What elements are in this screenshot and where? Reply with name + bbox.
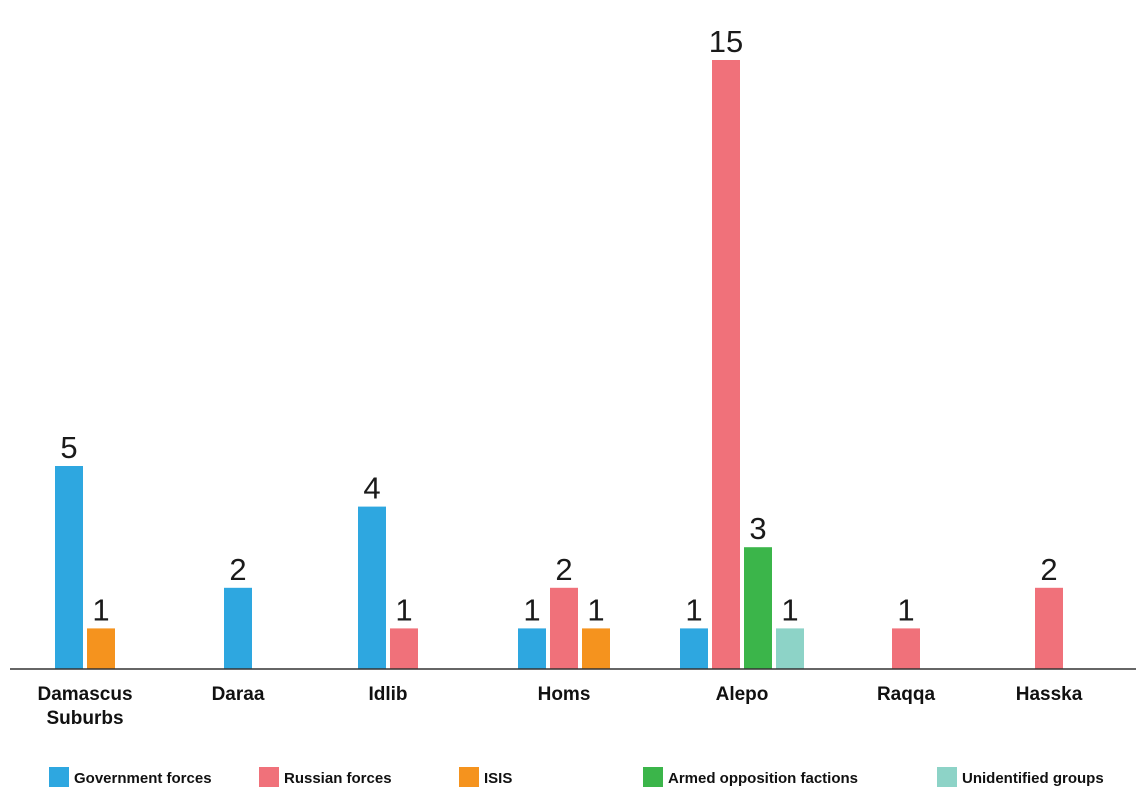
legend-label-unidentified-groups: Unidentified groups [962, 770, 1104, 787]
bar-alepo-russian-forces [712, 60, 740, 669]
category-label-alepo: Alepo [716, 684, 769, 705]
bar-alepo-government-forces [680, 628, 708, 669]
value-label-idlib-government-forces: 4 [363, 471, 380, 506]
bar-alepo-armed-opposition-factions [744, 547, 772, 669]
legend-swatch-armed-opposition-factions [643, 767, 663, 787]
legend-label-russian-forces: Russian forces [284, 770, 392, 787]
legend-label-armed-opposition-factions: Armed opposition factions [668, 770, 858, 787]
legend-swatch-unidentified-groups [937, 767, 957, 787]
bar-homs-russian-forces [550, 587, 578, 669]
legend-item-isis: ISIS [459, 767, 512, 787]
legend-item-armed-opposition-factions: Armed opposition factions [643, 767, 858, 787]
value-label-alepo-russian-forces: 15 [709, 24, 743, 59]
category-label-raqqa: Raqqa [877, 684, 936, 705]
value-label-hasska-russian-forces: 2 [1040, 552, 1057, 587]
value-label-alepo-government-forces: 1 [685, 592, 702, 627]
legend-swatch-government-forces [49, 767, 69, 787]
legend-swatch-isis [459, 767, 479, 787]
bar-raqqa-russian-forces [892, 628, 920, 669]
value-label-homs-russian-forces: 2 [555, 552, 572, 587]
legend-item-russian-forces: Russian forces [259, 767, 392, 787]
bar-idlib-russian-forces [390, 628, 418, 669]
category-label-homs: Homs [538, 684, 591, 705]
bar-damascus-suburbs-government-forces [55, 466, 83, 669]
bar-idlib-government-forces [358, 506, 386, 669]
legend-swatch-russian-forces [259, 767, 279, 787]
value-label-raqqa-russian-forces: 1 [897, 592, 914, 627]
bars-group [55, 60, 1063, 669]
value-label-alepo-armed-opposition-factions: 3 [749, 511, 766, 546]
value-label-homs-isis: 1 [587, 592, 604, 627]
bar-daraa-government-forces [224, 587, 252, 669]
legend-label-government-forces: Government forces [74, 770, 212, 787]
value-label-damascus-suburbs-government-forces: 5 [60, 430, 77, 465]
value-label-alepo-unidentified-groups: 1 [781, 592, 798, 627]
bar-hasska-russian-forces [1035, 587, 1063, 669]
bar-homs-isis [582, 628, 610, 669]
value-label-daraa-government-forces: 2 [229, 552, 246, 587]
bar-homs-government-forces [518, 628, 546, 669]
category-label-idlib: Idlib [368, 684, 407, 705]
category-label-damascus-suburbs: Damascus Suburbs [37, 684, 132, 729]
value-label-idlib-russian-forces: 1 [395, 592, 412, 627]
category-labels-group: Damascus Suburbs Daraa Idlib Homs Alepo Raqqa H… [37, 684, 1082, 729]
legend-item-government-forces: Government forces [49, 767, 212, 787]
bar-alepo-unidentified-groups [776, 628, 804, 669]
legend: Government forces Russian forces ISIS Armed… [49, 767, 1104, 787]
category-label-hasska: Hasska [1016, 684, 1083, 705]
category-label-daraa: Daraa [212, 684, 265, 705]
value-label-damascus-suburbs-isis: 1 [92, 592, 109, 627]
bar-damascus-suburbs-isis [87, 628, 115, 669]
legend-item-unidentified-groups: Unidentified groups [937, 767, 1104, 787]
legend-label-isis: ISIS [484, 770, 512, 787]
value-label-homs-government-forces: 1 [523, 592, 540, 627]
